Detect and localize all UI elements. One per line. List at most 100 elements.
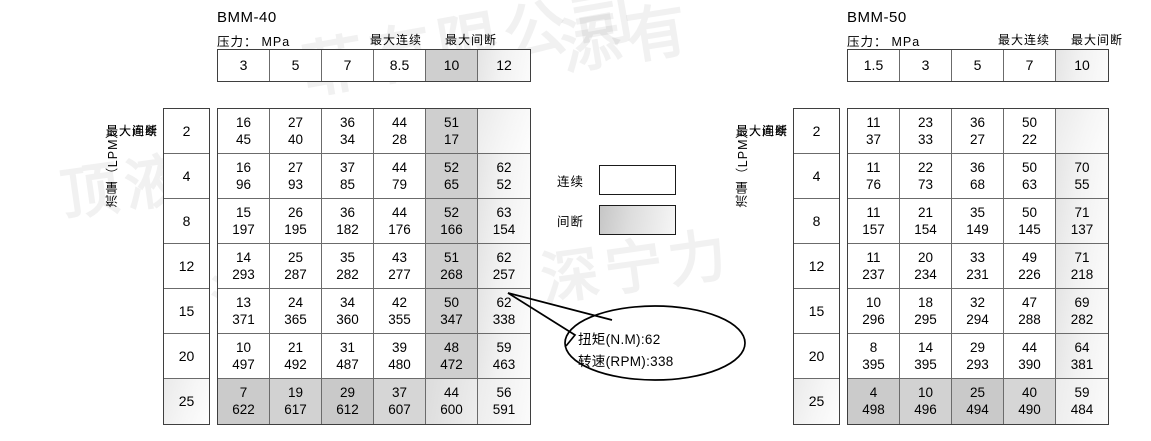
data-cell: 49 226 [1004,244,1056,289]
data-cell: 8 395 [848,334,900,379]
data-cell: 50 22 [1004,109,1056,154]
table-row: 13 371 24 365 34 360 42 355 50 347 62 338 [218,289,530,334]
cell-rpm-value: 268 [440,267,463,282]
data-cell: 70 55 [1056,154,1108,199]
cell-torque-value: 10 [235,340,252,355]
cell-torque-value: 13 [235,295,252,310]
cell-rpm-value: 347 [440,312,463,327]
pressure-value-strip: 3 5 7 8.5 10 12 [217,49,531,82]
data-cell: 10 296 [848,289,900,334]
data-cell: 11 37 [848,109,900,154]
cell-torque-value: 20 [917,250,934,265]
cell-torque-value: 71 [1074,250,1090,265]
data-cell: 27 93 [270,154,322,199]
flow-row-label: 8 [164,199,209,244]
table-row: 11 37 23 33 36 27 50 22 [848,109,1108,154]
cell-rpm-value: 480 [388,357,411,372]
cell-rpm-value: 85 [339,177,356,192]
data-cell: 4 498 [848,379,900,424]
max-intermittent-note: 最大间断 [1071,33,1124,47]
cell-torque-value: 11 [866,115,881,130]
legend: 连续 间断 [557,165,676,245]
cell-torque-value: 44 [391,115,408,130]
data-cell: 44 390 [1004,334,1056,379]
cell-rpm-value: 234 [914,267,937,282]
data-cell: 15 197 [218,199,270,244]
data-cell: 11 157 [848,199,900,244]
cell-rpm-value: 257 [492,267,516,282]
data-cell: 44 176 [374,199,426,244]
cell-rpm-value: 22 [1021,132,1038,147]
cell-torque-value: 34 [339,295,356,310]
data-cell: 36 68 [952,154,1004,199]
cell-torque-value: 16 [235,160,252,175]
data-cell: 44 79 [374,154,426,199]
cell-rpm-value: 277 [388,267,411,282]
data-cell: 25 287 [270,244,322,289]
cell-rpm-value: 145 [1018,222,1041,237]
data-grid: 16 45 27 40 36 34 44 28 51 17 16 96 27 93 37 85 44 79 52 65… [217,108,531,425]
data-cell: 23 33 [900,109,952,154]
cell-torque-value: 52 [443,160,460,175]
flow-row-label: 2 [164,109,209,154]
flow-row-label: 12 [794,244,839,289]
cell-torque-value: 36 [339,115,356,130]
flow-row-label: 20 最大连续 [106,124,209,379]
legend-row-intermittent: 间断 [557,205,676,235]
cell-rpm-value: 33 [917,132,934,147]
cell-torque-value: 32 [969,295,986,310]
data-cell: 29 612 [322,379,374,424]
row-note-max-intermittent: 最大间断 [735,124,788,138]
legend-row-continuous: 连续 [557,165,676,195]
data-cell: 42 355 [374,289,426,334]
data-cell: 63 154 [478,199,530,244]
cell-rpm-value: 96 [235,177,252,192]
cell-rpm-value: 338 [492,312,516,327]
cell-rpm-value: 395 [862,357,885,372]
table-row: 16 96 27 93 37 85 44 79 52 65 62 52 [218,154,530,199]
cell-torque-value: 8 [869,340,878,355]
cell-torque-value: 11 [866,160,881,175]
cell-rpm-value: 287 [284,267,307,282]
model-title: BMM-40 [217,9,277,26]
cell-rpm-value: 360 [336,312,359,327]
data-cell: 10 497 [218,334,270,379]
cell-torque-value: 19 [287,385,304,400]
data-cell: 13 371 [218,289,270,334]
cell-torque-value: 7 [239,385,248,400]
cell-rpm-value: 600 [440,402,463,417]
cell-rpm-value: 607 [388,402,411,417]
flow-row-label: 2 [794,109,839,154]
data-cell: 11 237 [848,244,900,289]
model-title: BMM-50 [847,9,907,26]
data-cell: 10 496 [900,379,952,424]
cell-rpm-value: 293 [232,267,255,282]
data-cell: 36 27 [952,109,1004,154]
cell-rpm-value: 73 [917,177,934,192]
cell-torque-value: 10 [865,295,882,310]
data-cell: 50 63 [1004,154,1056,199]
cell-rpm-value: 591 [492,402,516,417]
data-cell: 25 494 [952,379,1004,424]
pressure-header-cell: 7 [322,50,374,81]
data-cell: 52 65 [426,154,478,199]
data-cell: 44 600 [426,379,478,424]
flow-row-label: 20 最大连续 [736,124,839,379]
pressure-label: 压力： MPa [217,35,291,49]
watermark-text: 添有 [556,0,698,84]
cell-torque-value: 22 [917,160,934,175]
flow-row-label: 12 [164,244,209,289]
data-grid: 11 37 23 33 36 27 50 22 11 76 22 73 36 68 50 63 70 55 11 15… [847,108,1109,425]
cell-torque-value: 44 [443,385,460,400]
cell-torque-value: 50 [1021,115,1038,130]
cell-rpm-value: 197 [232,222,255,237]
cell-torque-value: 11 [866,250,881,265]
pressure-header-cell: 5 [952,50,1004,81]
data-cell: 16 45 [218,109,270,154]
cell-torque-value: 44 [391,160,408,175]
cell-torque-value: 10 [917,385,934,400]
data-cell: 31 487 [322,334,374,379]
cell-rpm-value: 371 [232,312,255,327]
cell-rpm-value: 484 [1070,402,1094,417]
cell-rpm-value: 195 [284,222,307,237]
